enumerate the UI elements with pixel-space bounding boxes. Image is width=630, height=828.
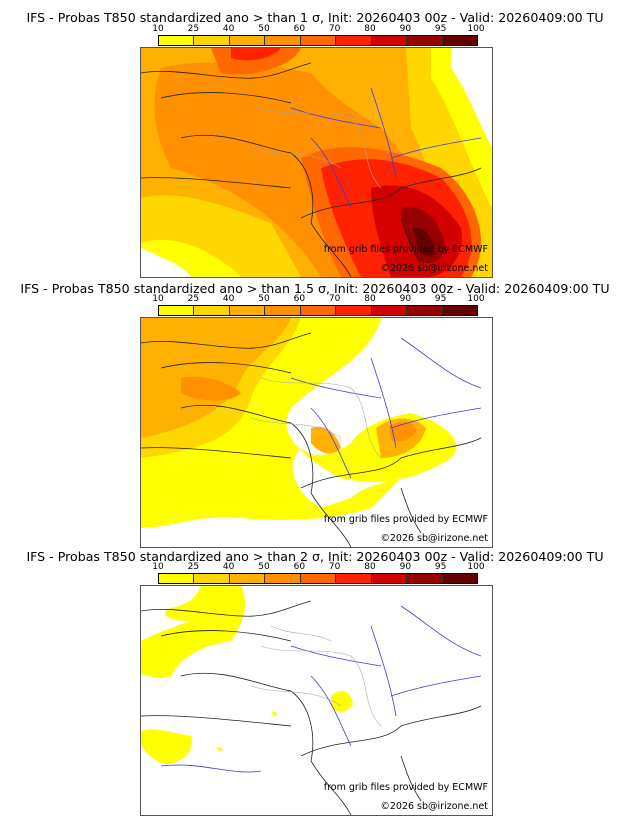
colorbar-labels: 10 25 40 50 60 70 80 90 95 100 — [148, 294, 488, 304]
colorbar-segment — [442, 574, 477, 583]
colorbar-segment — [371, 36, 408, 45]
colorbar-segment — [371, 306, 408, 315]
colorbar-tick-label: 40 — [222, 562, 235, 572]
credit-source: from grib files provided by ECMWF — [323, 244, 488, 255]
rivers — [290, 337, 482, 479]
admin-borders — [250, 625, 382, 727]
colorbar-tick-label: 50 — [258, 562, 270, 572]
colorbar-segment — [371, 574, 408, 583]
colorbar-segment — [229, 306, 266, 315]
colorbar-segment — [229, 574, 266, 583]
colorbar-segment — [442, 306, 477, 315]
map-graphic — [141, 586, 492, 815]
colorbar-tick-label: 25 — [187, 294, 200, 304]
colorbar-tick-label: 90 — [399, 24, 412, 34]
credit-copyright: ©2026 sb@irizone.net — [380, 801, 488, 812]
panel-2sigma: IFS - Probas T850 standardized ano > tha… — [0, 546, 630, 826]
probability-map: from grib files provided by ECMWF ©2026 … — [140, 317, 493, 548]
colorbar-segment — [265, 306, 301, 315]
colorbar-labels: 10 25 40 50 60 70 80 90 95 100 — [148, 562, 488, 572]
colorbar-tick-label: 95 — [434, 24, 447, 34]
colorbar-tick-label: 90 — [399, 294, 412, 304]
colorbar-segment — [336, 36, 372, 45]
panel-title: IFS - Probas T850 standardized ano > tha… — [26, 549, 604, 564]
map-graphic — [141, 318, 492, 547]
colorbar-tick-label: 90 — [399, 562, 412, 572]
colorbar — [158, 35, 478, 46]
colorbar-segment — [265, 574, 301, 583]
coastlines — [141, 62, 482, 277]
colorbar-segment — [159, 574, 195, 583]
colorbar-tick-label: 100 — [467, 294, 485, 304]
colorbar-tick-label: 70 — [328, 562, 341, 572]
colorbar-labels: 10 25 40 50 60 70 80 90 95 100 — [148, 24, 488, 34]
probability-map: from grib files provided by ECMWF ©2026 … — [140, 47, 493, 278]
colorbar-segment — [194, 36, 230, 45]
colorbar — [158, 305, 478, 316]
colorbar-segment — [407, 36, 443, 45]
colorbar — [158, 573, 478, 584]
admin-borders — [250, 107, 382, 189]
map-graphic — [141, 48, 492, 277]
credit-source: from grib files provided by ECMWF — [323, 782, 488, 793]
colorbar-tick-label: 10 — [152, 294, 164, 304]
colorbar-tick-label: 40 — [222, 24, 235, 34]
colorbar-tick-label: 70 — [328, 24, 341, 34]
prob-10-25-region — [141, 586, 246, 679]
colorbar-segment — [407, 306, 443, 315]
panel-title: IFS - Probas T850 standardized ano > tha… — [26, 10, 604, 25]
credit-source: from grib files provided by ECMWF — [323, 514, 488, 525]
colorbar-tick-label: 60 — [293, 24, 306, 34]
colorbar-tick-label: 80 — [364, 562, 376, 572]
colorbar-tick-label: 95 — [434, 562, 447, 572]
colorbar-tick-label: 60 — [293, 294, 306, 304]
rivers — [290, 87, 482, 209]
colorbar-segment — [265, 36, 301, 45]
panel-title: IFS - Probas T850 standardized ano > tha… — [20, 281, 610, 296]
no-prob-region — [451, 48, 492, 148]
prob-70-80-region — [231, 48, 281, 61]
colorbar-tick-label: 10 — [152, 24, 164, 34]
colorbar-tick-label: 50 — [258, 24, 270, 34]
credit-copyright: ©2026 sb@irizone.net — [380, 263, 488, 274]
colorbar-tick-label: 80 — [364, 24, 376, 34]
colorbar-segment — [442, 36, 477, 45]
colorbar-segment — [336, 574, 372, 583]
colorbar-segment — [300, 36, 337, 45]
probability-map: from grib files provided by ECMWF ©2026 … — [140, 585, 493, 816]
prob-50-60-region — [181, 376, 241, 401]
colorbar-tick-label: 80 — [364, 294, 376, 304]
colorbar-tick-label: 40 — [222, 294, 235, 304]
rivers — [160, 605, 482, 773]
coastlines — [141, 332, 482, 547]
colorbar-segment — [194, 306, 230, 315]
colorbar-tick-label: 10 — [152, 562, 164, 572]
colorbar-segment — [229, 36, 266, 45]
colorbar-segment — [194, 574, 230, 583]
colorbar-tick-label: 50 — [258, 294, 270, 304]
colorbar-segment — [300, 306, 337, 315]
colorbar-tick-label: 70 — [328, 294, 341, 304]
credit-copyright: ©2026 sb@irizone.net — [380, 533, 488, 544]
panel-1-5sigma: IFS - Probas T850 standardized ano > tha… — [0, 278, 630, 548]
colorbar-tick-label: 25 — [187, 24, 200, 34]
colorbar-segment — [407, 574, 443, 583]
colorbar-segment — [336, 306, 372, 315]
admin-borders — [250, 377, 382, 459]
colorbar-tick-label: 95 — [434, 294, 447, 304]
panel-1sigma: IFS - Probas T850 standardized ano > tha… — [0, 0, 630, 280]
colorbar-tick-label: 25 — [187, 562, 200, 572]
colorbar-tick-label: 100 — [467, 24, 485, 34]
colorbar-segment — [159, 306, 195, 315]
coastlines — [141, 600, 482, 815]
colorbar-tick-label: 100 — [467, 562, 485, 572]
colorbar-segment — [300, 574, 337, 583]
colorbar-segment — [159, 36, 195, 45]
colorbar-tick-label: 60 — [293, 562, 306, 572]
